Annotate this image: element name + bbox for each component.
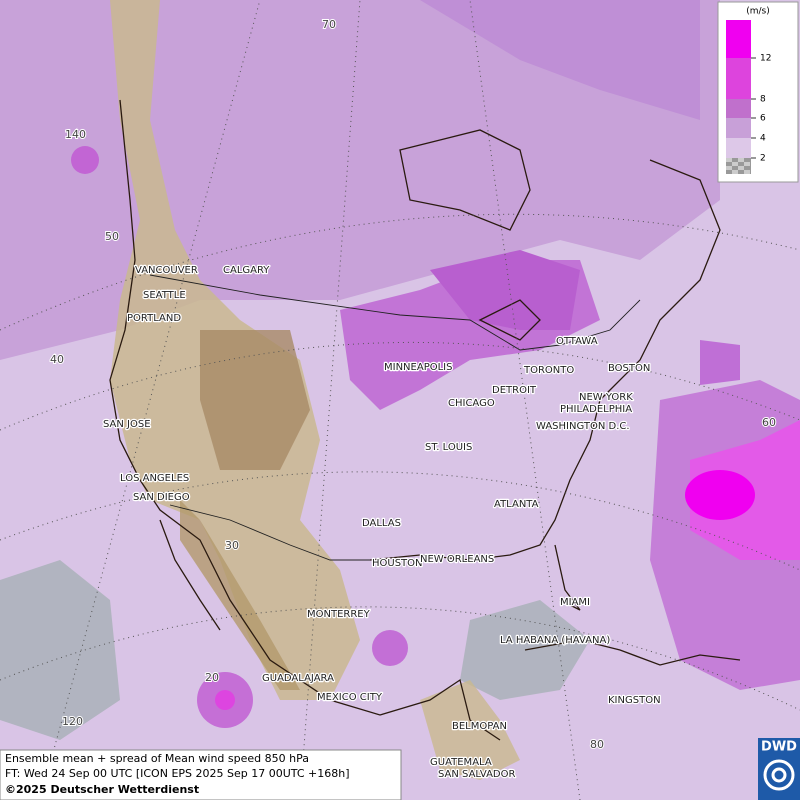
caption-line: Ensemble mean + spread of Mean wind spee…: [5, 752, 309, 765]
place-label: HOUSTON: [372, 558, 423, 569]
place-label: LOS ANGELES: [120, 473, 189, 484]
place-label: CALGARY: [223, 265, 270, 276]
place-label: NEW YORK: [579, 392, 633, 403]
place-label: KINGSTON: [608, 695, 661, 706]
labels: VANCOUVER CALGARY SEATTLE PORTLAND MINNEAPOL…: [49, 17, 777, 781]
legend-swatch: [726, 20, 751, 58]
place-label: SAN DIEGO: [133, 492, 190, 503]
legend-label: 2: [760, 154, 766, 164]
wind-field: [685, 470, 755, 520]
legend: (m/s) 12 8 6 4 2: [717, 1, 799, 183]
place-label: ST. LOUIS: [425, 442, 472, 453]
place-label: LA HABANA (HAVANA): [500, 635, 610, 646]
place-label: MIAMI: [560, 597, 590, 608]
place-label: MINNEAPOLIS: [384, 362, 452, 373]
calm-area: [0, 560, 120, 740]
place-label: GUATEMALA: [430, 757, 492, 768]
coastlines: [109, 99, 741, 741]
legend-label: 12: [760, 54, 771, 64]
place-label: SEATTLE: [143, 290, 186, 301]
legend-swatch: [726, 99, 751, 118]
legend-swatch: [726, 138, 751, 158]
borders: [149, 274, 641, 561]
legend-swatch: [726, 118, 751, 138]
place-label: SAN JOSE: [103, 419, 151, 430]
grid-label: 140: [65, 128, 86, 141]
legend-label: 4: [760, 134, 766, 144]
wind-field: [430, 250, 580, 330]
place-label: ATLANTA: [494, 499, 539, 510]
terrain: [420, 680, 520, 780]
place-label: WASHINGTON D.C.: [536, 421, 630, 432]
grid-label: 30: [225, 539, 239, 552]
place-label: MONTERREY: [307, 609, 371, 620]
place-label: VANCOUVER: [135, 265, 198, 276]
legend-label: 6: [760, 114, 766, 124]
caption-box: [0, 749, 402, 800]
grid-label: 20: [205, 671, 219, 684]
wind-field: [372, 630, 408, 666]
place-label: NEW ORLEANS: [420, 554, 494, 565]
grid-label: 120: [62, 715, 83, 728]
place-label: DALLAS: [362, 518, 401, 529]
place-label: SAN SALVADOR: [438, 769, 515, 780]
grid-label: 70: [322, 18, 336, 31]
logo-icon: [771, 767, 787, 783]
logo-text: DWD: [761, 740, 797, 755]
place-label: BELMOPAN: [452, 721, 507, 732]
grid-label: 50: [105, 230, 119, 243]
grid-label: 80: [590, 738, 604, 751]
terrain: [200, 330, 310, 470]
place-label: DETROIT: [492, 385, 537, 396]
place-label: PHILADELPHIA: [560, 404, 632, 415]
place-label: OTTAWA: [556, 336, 598, 347]
legend-swatch: [726, 58, 751, 99]
grid-label: 60: [762, 416, 776, 429]
legend-label: 8: [760, 95, 766, 105]
caption-line: ©2025 Deutscher Wetterdienst: [5, 783, 199, 796]
wind-field: [215, 690, 235, 710]
place-label: GUADALAJARA: [262, 673, 334, 684]
place-label: PORTLAND: [127, 313, 181, 324]
place-label: BOSTON: [608, 363, 650, 374]
wind-field: [700, 340, 740, 385]
legend-checker: [726, 158, 750, 174]
caption-line: FT: Wed 24 Sep 00 UTC [ICON EPS 2025 Sep…: [5, 767, 350, 780]
wind-field: [230, 0, 700, 120]
legend-unit: (m/s): [746, 7, 770, 17]
place-label: CHICAGO: [448, 398, 495, 409]
logo-icon: [763, 759, 795, 791]
wind-field: [71, 146, 99, 174]
place-label: TORONTO: [523, 365, 574, 376]
place-label: MEXICO CITY: [317, 692, 383, 703]
grid-label: 40: [50, 353, 64, 366]
terrain: [180, 500, 300, 690]
